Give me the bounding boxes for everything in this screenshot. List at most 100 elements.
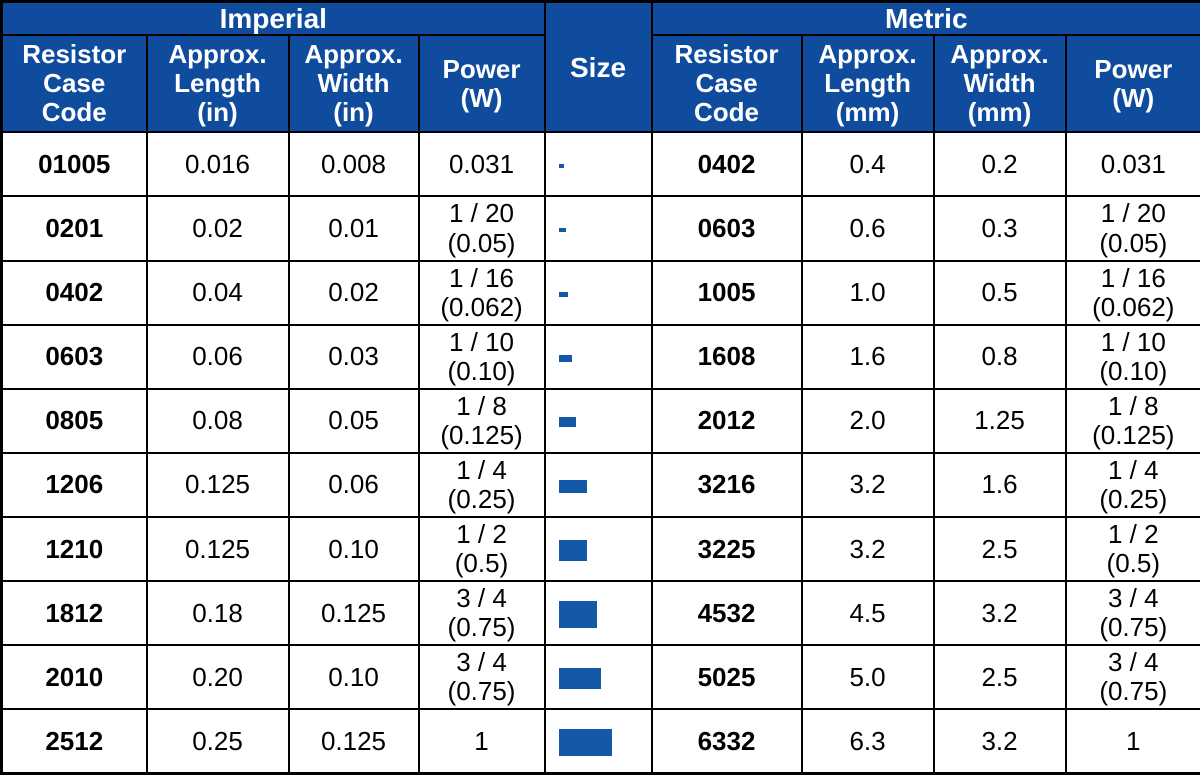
- imperial-power-cell: 1 / 8 (0.125): [417, 387, 546, 454]
- size-cell: [543, 195, 653, 262]
- imperial-length-cell: 0.06: [145, 323, 290, 390]
- metric-case-code-cell: 5025: [650, 644, 803, 711]
- size-cell: [543, 387, 653, 454]
- imperial-power-cell: 1 / 10 (0.10): [417, 323, 546, 390]
- size-cell: [543, 131, 653, 198]
- table-row: 0402 0.04 0.02 1 / 16 (0.062) 1005 1.0 0.5 1 / …: [0, 259, 1200, 326]
- resistor-size-swatch: [558, 728, 612, 756]
- metric-width-cell: 1.6: [932, 451, 1067, 519]
- imperial-length-cell: 0.04: [145, 259, 290, 326]
- resistor-size-swatch: [558, 291, 568, 297]
- metric-length-cell: 5.0: [800, 644, 935, 711]
- resistor-size-swatch: [558, 600, 597, 628]
- metric-width-cell: 3.2: [932, 708, 1067, 775]
- table-row: 1812 0.18 0.125 3 / 4 (0.75) 4532 4.5 3.2 3 / 4…: [0, 580, 1200, 647]
- metric-width-cell: 0.8: [932, 323, 1067, 390]
- resistor-size-swatch: [558, 480, 587, 494]
- imperial-length-header: Approx. Length (in): [145, 34, 290, 134]
- imperial-power-cell: 1 / 4 (0.25): [417, 451, 546, 519]
- imperial-length-cell: 0.125: [145, 451, 290, 519]
- metric-case-code-cell: 3225: [650, 516, 803, 583]
- metric-power-cell: 0.031: [1064, 131, 1200, 198]
- imperial-width-cell: 0.008: [287, 131, 420, 198]
- metric-power-cell: 1 / 16 (0.062): [1064, 259, 1200, 326]
- imperial-length-cell: 0.18: [145, 580, 290, 647]
- metric-width-cell: 1.25: [932, 387, 1067, 454]
- table-row: 2010 0.20 0.10 3 / 4 (0.75) 5025 5.0 2.5 3 / 4 …: [0, 644, 1200, 711]
- imperial-length-cell: 0.125: [145, 516, 290, 583]
- imperial-width-cell: 0.02: [287, 259, 420, 326]
- imperial-width-cell: 0.06: [287, 451, 420, 519]
- imperial-width-cell: 0.10: [287, 516, 420, 583]
- metric-case-code-cell: 1005: [650, 259, 803, 326]
- size-cell: [543, 516, 653, 583]
- metric-width-cell: 0.3: [932, 195, 1067, 262]
- imperial-length-cell: 0.02: [145, 195, 290, 262]
- imperial-group-header: Imperial: [0, 0, 546, 37]
- resistor-size-swatch: [558, 417, 576, 428]
- imperial-power-cell: 3 / 4 (0.75): [417, 644, 546, 711]
- imperial-case-code-cell: 0603: [0, 323, 148, 390]
- imperial-width-cell: 0.10: [287, 644, 420, 711]
- metric-power-cell: 1 / 2 (0.5): [1064, 516, 1200, 583]
- metric-length-cell: 3.2: [800, 451, 935, 519]
- metric-case-code-cell: 6332: [650, 708, 803, 775]
- metric-power-cell: 1: [1064, 708, 1200, 775]
- size-cell: [543, 323, 653, 390]
- size-column-header: Size: [543, 0, 653, 134]
- metric-width-cell: 2.5: [932, 644, 1067, 711]
- table-row: 01005 0.016 0.008 0.031 0402 0.4 0.2 0.031: [0, 131, 1200, 198]
- metric-length-cell: 2.0: [800, 387, 935, 454]
- imperial-length-cell: 0.20: [145, 644, 290, 711]
- metric-case-code-cell: 4532: [650, 580, 803, 647]
- imperial-width-cell: 0.01: [287, 195, 420, 262]
- metric-group-header: Metric: [650, 0, 1200, 37]
- imperial-power-cell: 3 / 4 (0.75): [417, 580, 546, 647]
- imperial-width-cell: 0.125: [287, 708, 420, 775]
- imperial-power-header: Power (W): [417, 34, 546, 134]
- metric-length-cell: 1.0: [800, 259, 935, 326]
- table-row: 0603 0.06 0.03 1 / 10 (0.10) 1608 1.6 0.8 1 / 1…: [0, 323, 1200, 390]
- imperial-width-header: Approx. Width (in): [287, 34, 420, 134]
- resistor-size-swatch: [558, 668, 601, 690]
- size-cell: [543, 708, 653, 775]
- metric-case-code-cell: 2012: [650, 387, 803, 454]
- imperial-power-cell: 1: [417, 708, 546, 775]
- metric-case-code-cell: 0402: [650, 131, 803, 198]
- imperial-case-code-cell: 1812: [0, 580, 148, 647]
- metric-length-cell: 4.5: [800, 580, 935, 647]
- imperial-length-cell: 0.25: [145, 708, 290, 775]
- size-cell: [543, 580, 653, 647]
- imperial-power-cell: 1 / 2 (0.5): [417, 516, 546, 583]
- metric-length-cell: 1.6: [800, 323, 935, 390]
- metric-power-cell: 1 / 4 (0.25): [1064, 451, 1200, 519]
- metric-width-header: Approx. Width (mm): [932, 34, 1067, 134]
- imperial-power-cell: 0.031: [417, 131, 546, 198]
- imperial-power-cell: 1 / 20 (0.05): [417, 195, 546, 262]
- imperial-case-code-cell: 1210: [0, 516, 148, 583]
- size-cell: [543, 259, 653, 326]
- metric-width-cell: 0.5: [932, 259, 1067, 326]
- imperial-power-cell: 1 / 16 (0.062): [417, 259, 546, 326]
- imperial-length-cell: 0.016: [145, 131, 290, 198]
- imperial-case-code-cell: 01005: [0, 131, 148, 198]
- table-row: 0805 0.08 0.05 1 / 8 (0.125) 2012 2.0 1.25 1 / …: [0, 387, 1200, 454]
- imperial-case-code-cell: 1206: [0, 451, 148, 519]
- imperial-case-code-cell: 2512: [0, 708, 148, 775]
- metric-case-code-cell: 1608: [650, 323, 803, 390]
- size-cell: [543, 644, 653, 711]
- metric-width-cell: 0.2: [932, 131, 1067, 198]
- imperial-case-code-cell: 0402: [0, 259, 148, 326]
- metric-power-cell: 1 / 8 (0.125): [1064, 387, 1200, 454]
- table-row: 1206 0.125 0.06 1 / 4 (0.25) 3216 3.2 1.6 1 / 4…: [0, 451, 1200, 519]
- imperial-length-cell: 0.08: [145, 387, 290, 454]
- metric-length-cell: 0.4: [800, 131, 935, 198]
- metric-power-cell: 3 / 4 (0.75): [1064, 644, 1200, 711]
- resistor-size-swatch: [558, 354, 572, 362]
- metric-width-cell: 2.5: [932, 516, 1067, 583]
- imperial-width-cell: 0.05: [287, 387, 420, 454]
- metric-power-cell: 1 / 20 (0.05): [1064, 195, 1200, 262]
- table-row: 0201 0.02 0.01 1 / 20 (0.05) 0603 0.6 0.3 1 / 2…: [0, 195, 1200, 262]
- size-cell: [543, 451, 653, 519]
- imperial-case-code-cell: 2010: [0, 644, 148, 711]
